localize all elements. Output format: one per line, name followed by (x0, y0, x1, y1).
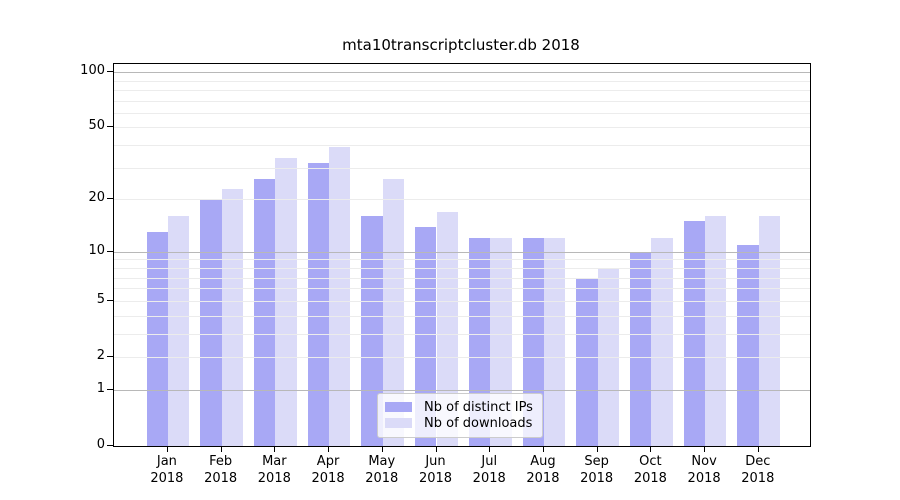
bar-downloads-nov (705, 216, 727, 446)
gridline-minor (114, 127, 810, 129)
x-tick-mark (381, 446, 383, 452)
x-tick-mark (542, 446, 544, 452)
x-tick-mark (328, 446, 330, 452)
bar-downloads-jun (436, 211, 458, 446)
gridline-minor (114, 267, 810, 269)
legend-label-downloads: Nb of downloads (424, 415, 533, 431)
gridline-minor (114, 356, 810, 358)
y-tick-label: 1 (96, 381, 105, 396)
y-tick-mark (107, 445, 113, 446)
plot-area (113, 63, 811, 447)
y-tick-mark (107, 71, 113, 72)
gridline-major (114, 251, 810, 253)
legend-row: Nb of downloads (385, 415, 536, 431)
bar-distinct-ips-apr (307, 162, 330, 446)
x-tick-mark (166, 446, 168, 452)
bar-distinct-ips-dec (737, 244, 759, 446)
gridline-minor (114, 288, 810, 290)
x-tick-label: Dec 2018 (741, 454, 775, 486)
legend-swatch-downloads (385, 418, 412, 428)
bar-downloads-apr (329, 147, 351, 446)
y-tick-label: 50 (88, 118, 105, 133)
x-tick-mark (596, 446, 598, 452)
bar-distinct-ips-mar (253, 178, 276, 446)
y-tick-mark (107, 126, 113, 127)
gridline-minor (114, 199, 810, 201)
x-tick-label: Feb 2018 (204, 454, 238, 486)
x-tick-label: Aug 2018 (526, 454, 560, 486)
bar-downloads-dec (758, 216, 781, 446)
y-tick-label: 10 (88, 243, 105, 258)
bar-distinct-ips-jan (146, 232, 168, 446)
bar-distinct-ips-may (361, 216, 383, 446)
gridline-major (114, 72, 810, 74)
gridline-minor (114, 333, 810, 335)
gridline-minor (114, 100, 810, 102)
legend-row: Nb of distinct IPs (385, 399, 536, 415)
bar-downloads-aug (543, 238, 566, 446)
x-tick-label: Jul 2018 (472, 454, 506, 486)
x-tick-mark (274, 446, 276, 452)
y-tick-label: 100 (80, 63, 105, 78)
legend-label-distinct-ips: Nb of distinct IPs (424, 399, 533, 415)
gridline-minor (114, 259, 810, 261)
chart-title: mta10transcriptcluster.db 2018 (342, 36, 580, 54)
gridline-minor (114, 277, 810, 279)
y-tick-mark (107, 251, 113, 252)
y-tick-mark (107, 198, 113, 199)
bar-downloads-may (382, 178, 405, 446)
gridline-minor (114, 300, 810, 302)
legend: Nb of distinct IPs Nb of downloads (377, 393, 543, 438)
x-tick-mark (435, 446, 437, 452)
bar-downloads-mar (275, 157, 297, 446)
gridline-minor (114, 80, 810, 82)
y-tick-label: 2 (96, 348, 105, 363)
y-tick-mark (107, 356, 113, 357)
y-tick-mark (107, 389, 113, 390)
bar-distinct-ips-jun (415, 226, 437, 446)
bar-distinct-ips-feb (200, 199, 222, 446)
y-tick-label: 5 (96, 292, 105, 307)
bar-downloads-sep (597, 267, 620, 446)
y-tick-label: 20 (88, 190, 105, 205)
x-tick-label: Oct 2018 (633, 454, 667, 486)
gridline-minor (114, 89, 810, 91)
gridline-major (114, 389, 810, 391)
x-tick-mark (704, 446, 706, 452)
y-tick-label: 0 (96, 437, 105, 452)
gridline-minor (114, 145, 810, 147)
x-tick-mark (220, 446, 222, 452)
bar-downloads-jan (167, 216, 190, 446)
x-tick-mark (757, 446, 759, 452)
gridline-minor (114, 112, 810, 114)
gridline-minor (114, 167, 810, 169)
bar-distinct-ips-sep (576, 277, 598, 446)
bar-distinct-ips-oct (629, 251, 652, 446)
x-tick-label: Jun 2018 (418, 454, 453, 486)
x-tick-label: Jan 2018 (150, 454, 184, 486)
x-tick-label: Sep 2018 (580, 454, 614, 486)
x-tick-label: May 2018 (365, 454, 399, 486)
bar-downloads-feb (221, 188, 243, 446)
y-tick-mark (107, 300, 113, 301)
bar-downloads-oct (651, 238, 673, 446)
gridline-minor (114, 315, 810, 317)
x-tick-mark (650, 446, 652, 452)
x-tick-mark (489, 446, 491, 452)
x-tick-label: Mar 2018 (257, 454, 291, 486)
x-tick-label: Apr 2018 (311, 454, 345, 486)
legend-swatch-distinct-ips (385, 402, 412, 412)
x-tick-label: Nov 2018 (687, 454, 721, 486)
